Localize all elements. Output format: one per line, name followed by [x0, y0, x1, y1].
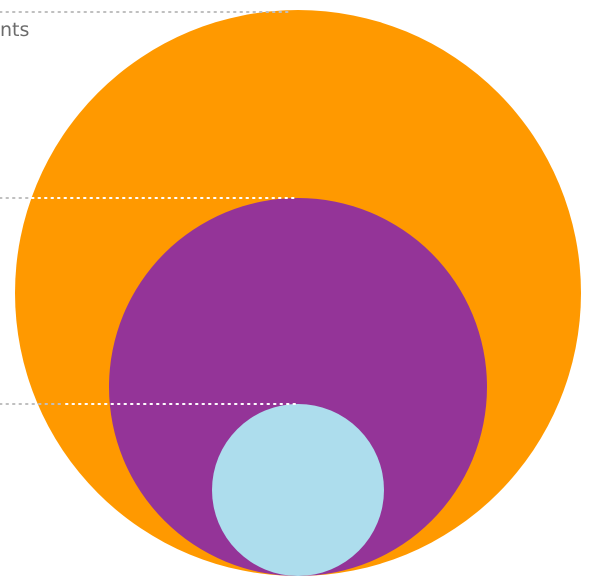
outer-circle-label: nts	[0, 19, 30, 41]
inner-circle	[212, 404, 384, 576]
middle-circle	[109, 198, 487, 576]
